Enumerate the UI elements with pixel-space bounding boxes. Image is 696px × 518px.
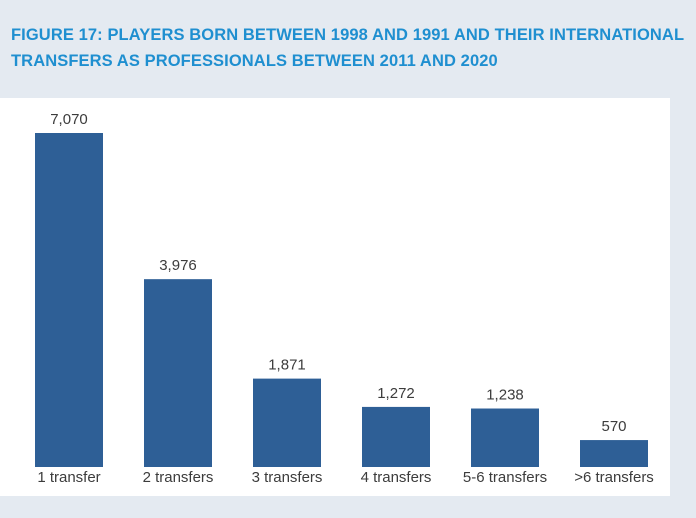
value-label-1: 3,976 [159, 257, 197, 274]
value-label-0: 7,070 [50, 111, 88, 128]
category-label-5: >6 transfers [574, 469, 654, 486]
bar-0 [35, 133, 103, 467]
value-label-4: 1,238 [486, 387, 524, 404]
category-label-3: 4 transfers [361, 469, 432, 486]
bar-5 [580, 440, 648, 467]
chart-title: FIGURE 17: PLAYERS BORN BETWEEN 1998 AND… [11, 22, 691, 74]
chart-panel [0, 98, 670, 496]
bar-1 [144, 279, 212, 467]
value-label-2: 1,871 [268, 357, 306, 374]
bar-2 [253, 378, 321, 467]
category-label-4: 5-6 transfers [463, 469, 547, 486]
bar-3 [362, 406, 430, 467]
category-label-1: 2 transfers [143, 469, 214, 486]
chart-title-line-1: FIGURE 17: PLAYERS BORN BETWEEN 1998 AND… [11, 26, 685, 44]
chart-title-line-2: TRANSFERS AS PROFESSIONALS BETWEEN 2011 … [11, 52, 498, 70]
category-label-0: 1 transfer [37, 469, 100, 486]
value-label-3: 1,272 [377, 385, 415, 402]
category-label-2: 3 transfers [252, 469, 323, 486]
bar-4 [471, 408, 539, 467]
value-label-5: 570 [601, 418, 626, 435]
